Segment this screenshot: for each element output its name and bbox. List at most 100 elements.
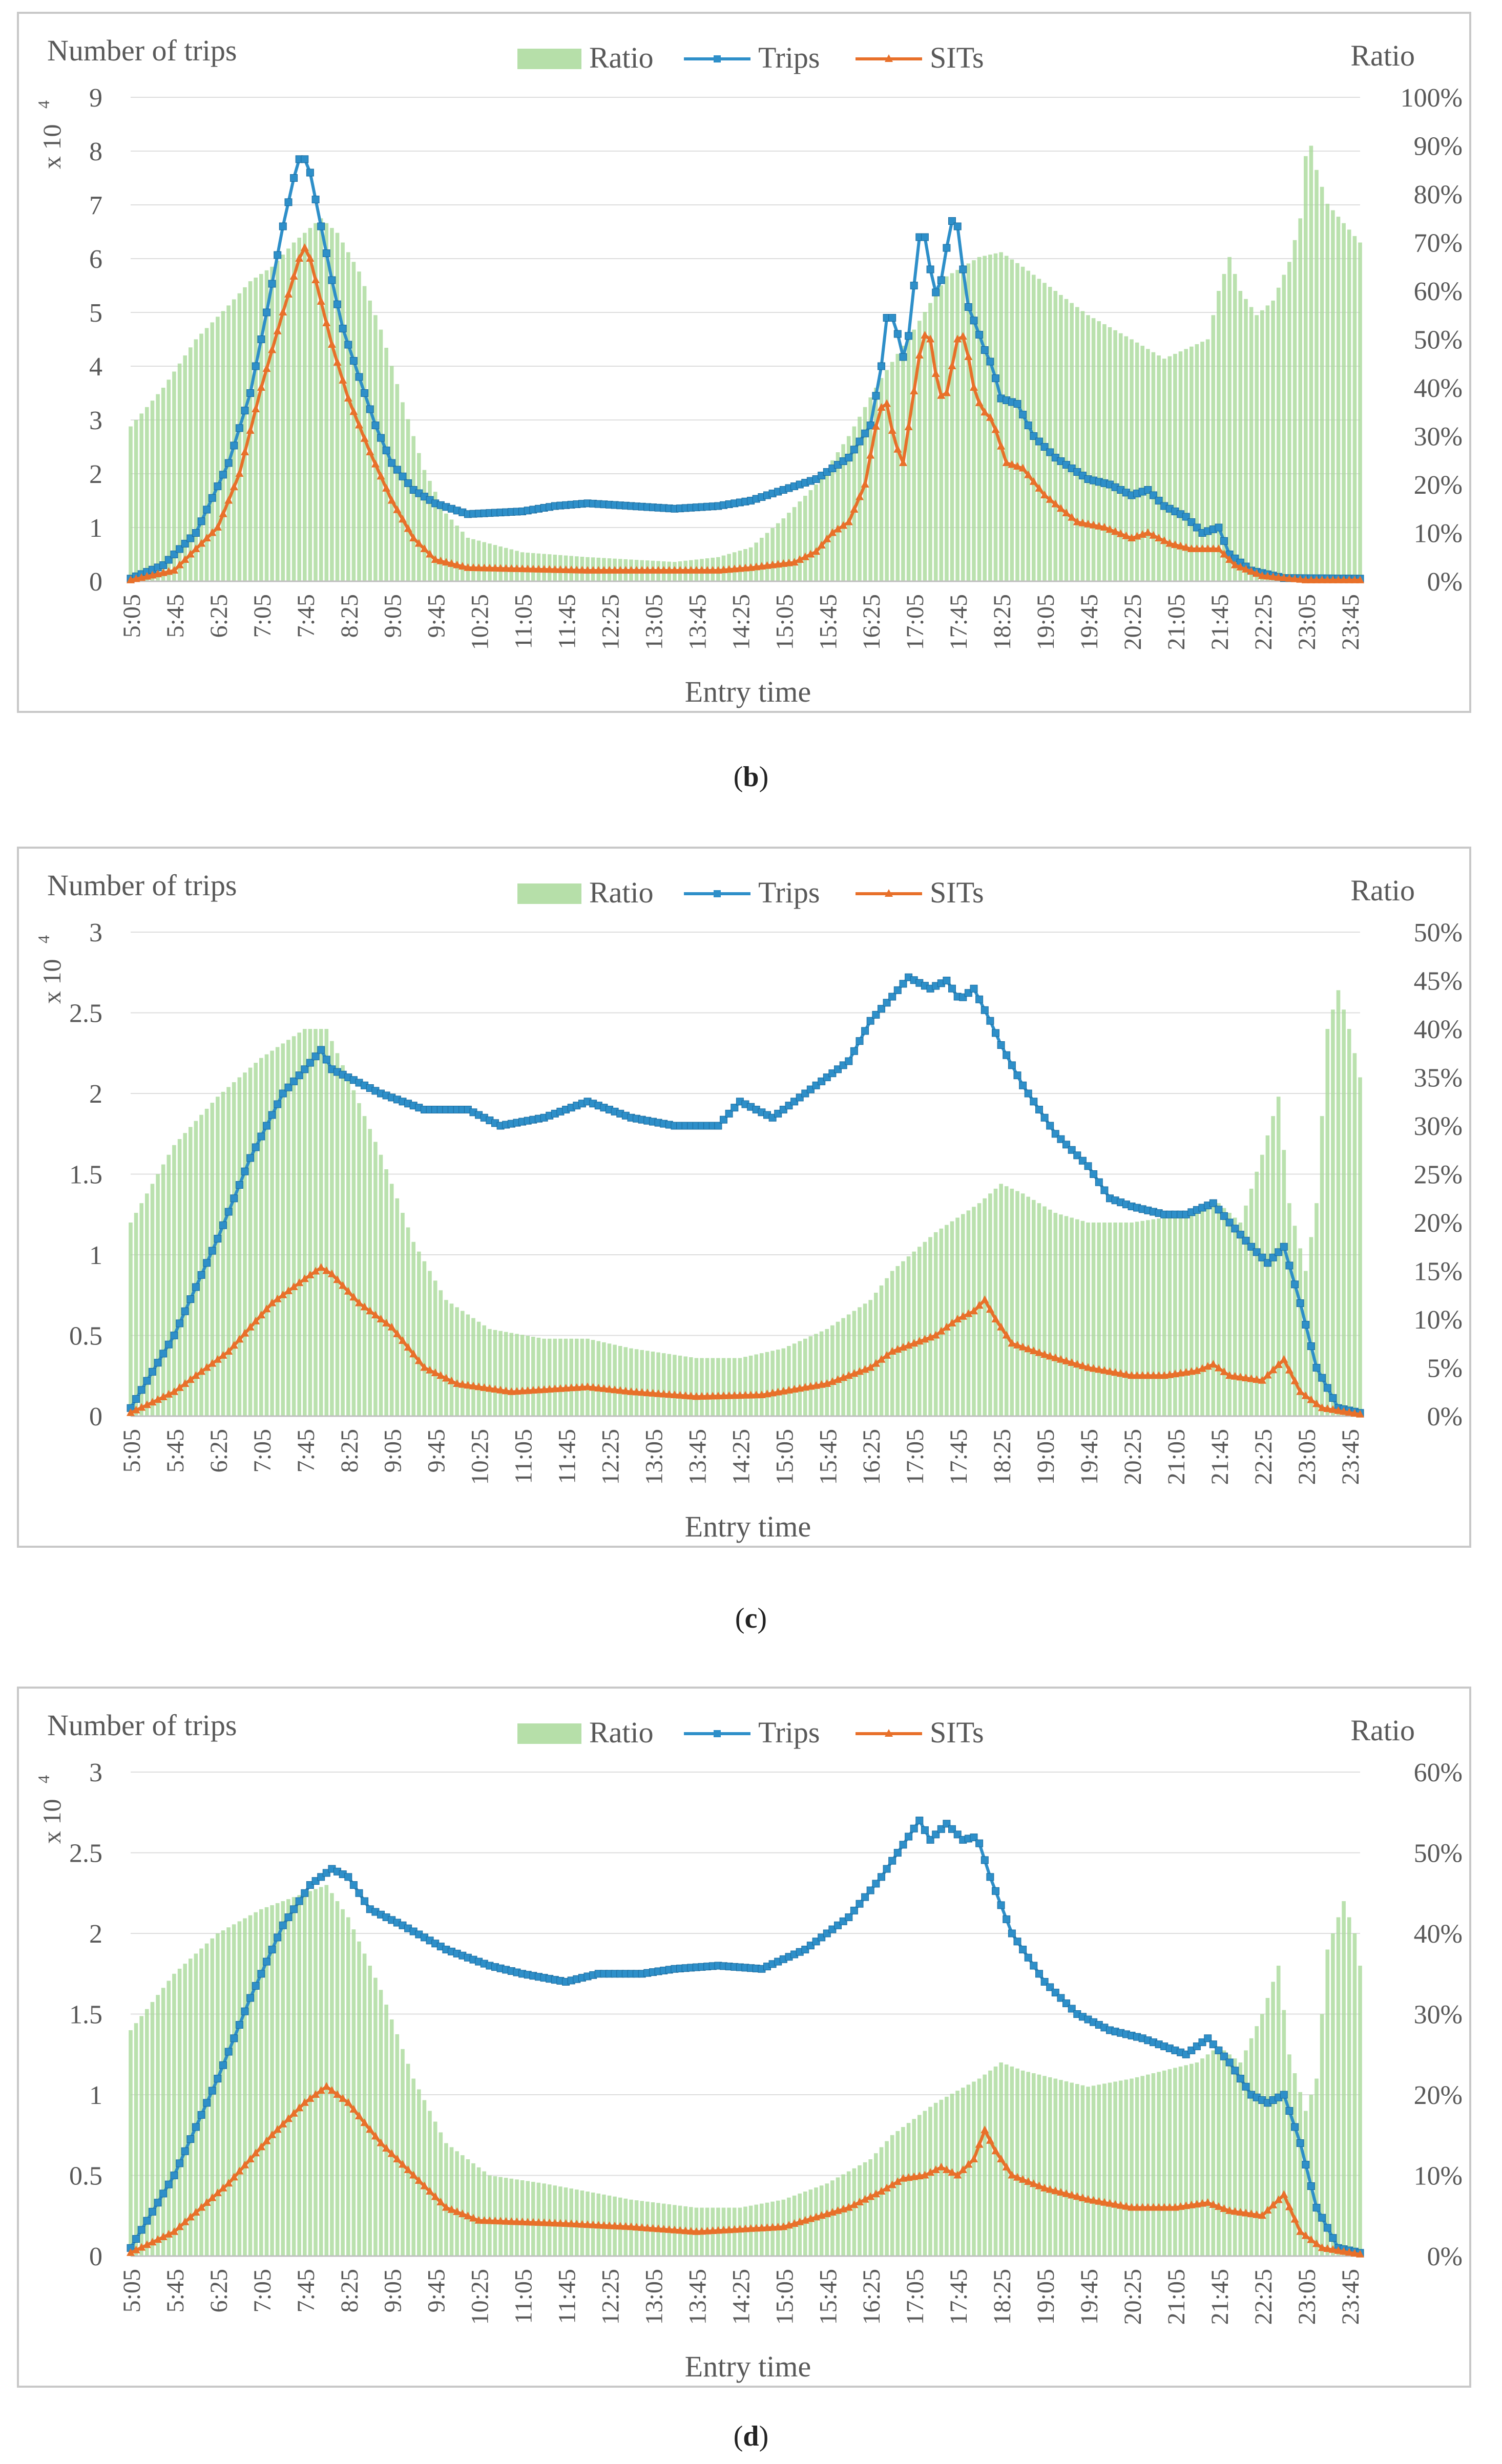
legend: Ratio Trips SITs — [517, 41, 984, 74]
sits-point — [616, 566, 624, 574]
ratio-bar — [1020, 1193, 1025, 1416]
ratio-bar — [161, 1164, 165, 1416]
trips-point — [1008, 1061, 1016, 1069]
sits-point — [1051, 2186, 1060, 2195]
right-tick-label: 50% — [1414, 326, 1463, 355]
sits-point — [589, 1383, 597, 1391]
ratio-bar — [836, 452, 840, 581]
trips-point — [181, 2147, 189, 2155]
sits-point — [159, 2233, 168, 2240]
trips-point — [921, 1826, 929, 1834]
ratio-bar — [1282, 2010, 1286, 2256]
sits-point — [252, 405, 260, 412]
ratio-bar — [830, 460, 835, 582]
x-tick-label: 19:05 — [1032, 594, 1059, 650]
sits-point — [170, 1387, 178, 1395]
sits-point — [768, 2223, 777, 2231]
sits-point — [306, 2094, 315, 2102]
ratio-bar — [401, 1213, 405, 1416]
ratio-bar — [248, 1915, 253, 2256]
trips-point — [899, 353, 907, 361]
ratio-bar — [999, 1184, 1003, 1416]
trips-point — [872, 1010, 880, 1019]
trips-point — [235, 2021, 243, 2029]
ratio-bar — [760, 538, 764, 581]
sits-point — [464, 1381, 472, 1389]
x-tick-label: 14:25 — [727, 594, 755, 650]
ratio-bar — [1342, 223, 1346, 581]
ratio-bar — [216, 1097, 220, 1416]
ratio-bar — [351, 262, 356, 581]
sits-point — [654, 1389, 663, 1397]
sits-point — [915, 1337, 924, 1345]
sits-point — [1084, 2195, 1092, 2203]
ratio-bar — [923, 2111, 927, 2256]
trips-point — [1307, 1342, 1315, 1350]
ratio-bar — [461, 2155, 465, 2256]
ratio-bar — [270, 1050, 274, 1416]
trips-point — [246, 389, 255, 397]
x-tick-label: 22:25 — [1250, 594, 1277, 650]
ratio-bar — [879, 378, 884, 581]
sits-point — [1280, 2190, 1288, 2198]
ratio-bar — [183, 1133, 187, 1416]
ratio-bar — [972, 260, 976, 582]
trips-point — [192, 529, 200, 537]
sits-point — [344, 1287, 352, 1295]
sits-point — [991, 1315, 1000, 1322]
ratio-bar — [422, 470, 427, 581]
legend-trips-marker — [714, 890, 721, 897]
ratio-bar — [166, 1981, 171, 2256]
trips-point — [355, 1889, 363, 1897]
trips-point — [137, 2226, 145, 2234]
sits-point — [812, 547, 821, 555]
ratio-bar — [417, 453, 421, 581]
y-axis-title-left: Number of trips — [47, 869, 237, 902]
ratio-bar — [754, 1354, 758, 1416]
sits-point — [844, 2203, 853, 2211]
sits-series — [127, 243, 1364, 583]
x-tick-label: 21:45 — [1206, 594, 1234, 650]
sits-point — [404, 1343, 412, 1351]
sits-point — [1290, 2215, 1299, 2223]
ratio-bar — [945, 2096, 949, 2256]
ratio-bar — [145, 2009, 149, 2256]
sits-point — [1328, 575, 1337, 583]
sits-point — [1198, 1364, 1206, 1372]
ratio-bar — [221, 1091, 225, 1416]
ratio-bar — [172, 1145, 176, 1416]
sits-point — [823, 1379, 831, 1387]
sits-point — [252, 2149, 260, 2157]
ratio-bar — [1157, 2072, 1161, 2256]
ratio-bar — [808, 1336, 813, 1416]
ratio-bar — [237, 1077, 242, 1416]
ratio-bar — [901, 1261, 905, 1416]
ratio-bar — [846, 2171, 851, 2256]
sits-point — [1013, 2173, 1021, 2181]
ratio-bar — [1255, 315, 1259, 582]
sits-point — [556, 565, 565, 573]
sits-point — [981, 2125, 989, 2134]
sits-point — [572, 2220, 581, 2227]
sits-point — [1258, 1376, 1266, 1384]
sits-series — [127, 2082, 1364, 2258]
ratio-bar — [689, 1357, 693, 1416]
sits-point — [981, 408, 989, 416]
ratio-bar — [357, 1103, 361, 1416]
ratio-bar — [444, 1300, 448, 1416]
trips-point — [284, 1913, 293, 1921]
sits-point — [551, 1384, 559, 1393]
ratio-bar — [1211, 1205, 1216, 1416]
ratio-bar — [335, 1053, 340, 1417]
ratio-bar — [1118, 333, 1123, 581]
ratio-bar — [439, 1290, 443, 1416]
trips-point — [1291, 2123, 1299, 2131]
trips-point — [856, 437, 864, 446]
sits-point — [202, 534, 211, 541]
trips-point — [845, 1913, 853, 1921]
sits-point — [458, 2209, 467, 2218]
ratio-bar — [1233, 1217, 1237, 1416]
ratio-bar — [972, 2081, 976, 2256]
trips-point — [159, 2189, 168, 2198]
trips-point — [725, 1109, 733, 1118]
